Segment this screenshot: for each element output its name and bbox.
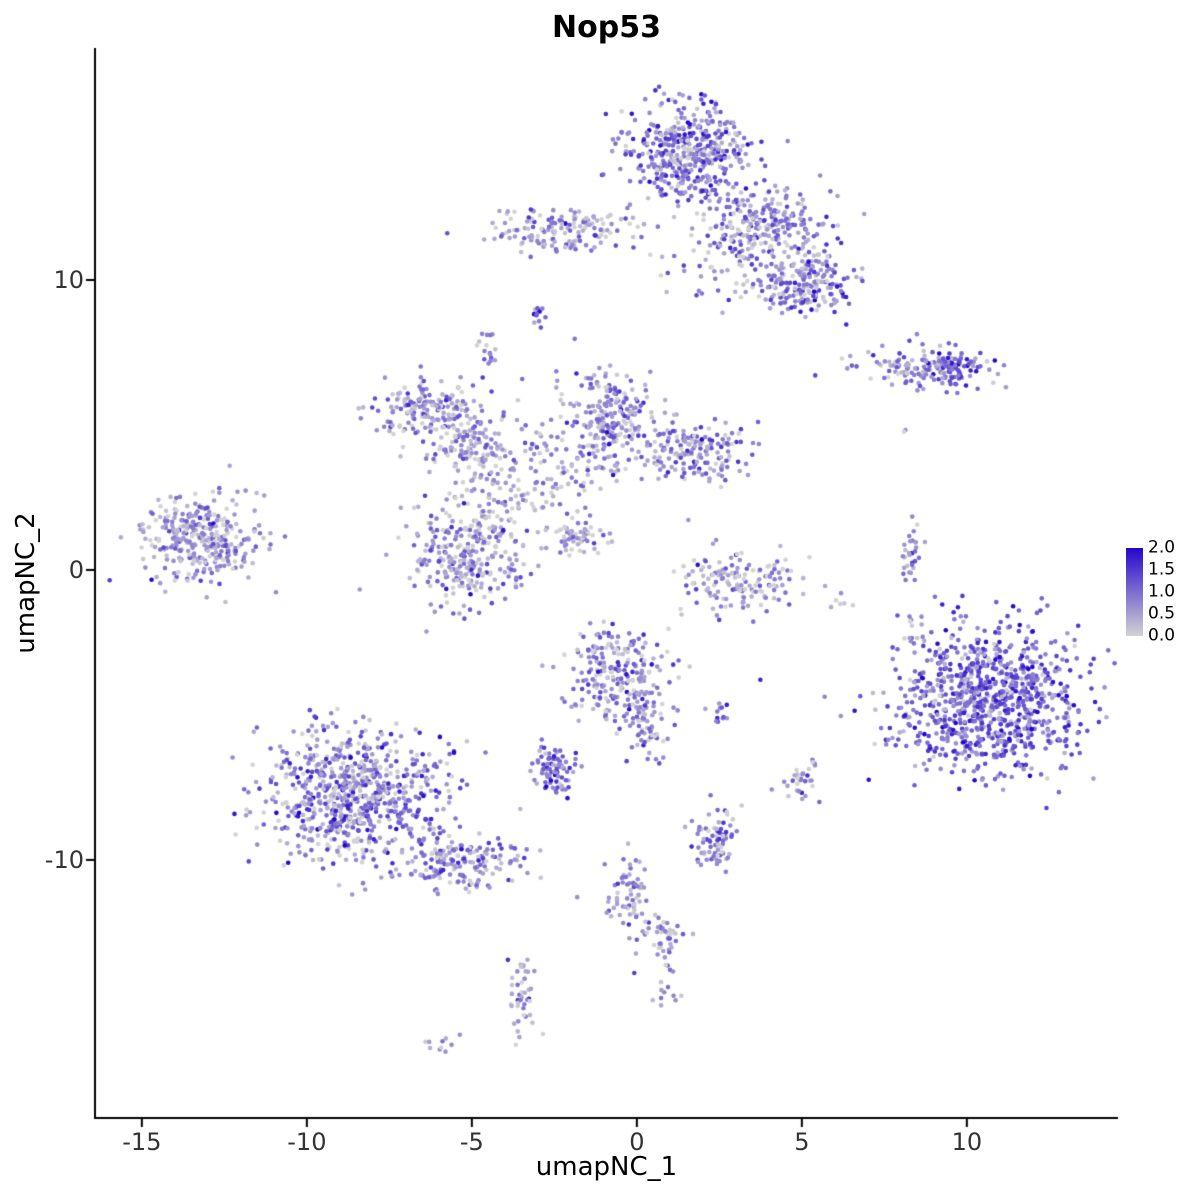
x-tick-label: -15 [122,1128,162,1156]
legend-gradient-bar [1126,548,1143,636]
x-tick-label: -5 [459,1128,484,1156]
x-tick-label: 10 [951,1128,983,1156]
plot-title: Nop53 [552,10,661,45]
legend-tick-label: 1.5 [1148,559,1176,580]
x-axis-label: umapNC_1 [535,1152,678,1182]
x-tick-label: 5 [794,1128,810,1156]
y-tick-label: -10 [44,845,84,874]
y-tick-label: 0 [68,555,84,584]
legend-tick-label: 1.0 [1148,581,1176,602]
y-tick-label: 10 [53,265,84,294]
expression-legend: 2.0 1.5 1.0 0.5 0.0 [1126,539,1198,646]
x-tick-label: 0 [629,1128,645,1156]
legend-tick-label: 0.5 [1148,603,1176,624]
legend-tick-label: 2.0 [1148,537,1176,558]
legend-tick-label: 0.0 [1148,625,1176,646]
x-tick-label: -10 [287,1128,327,1156]
y-axis-label: umapNC_2 [11,512,41,654]
